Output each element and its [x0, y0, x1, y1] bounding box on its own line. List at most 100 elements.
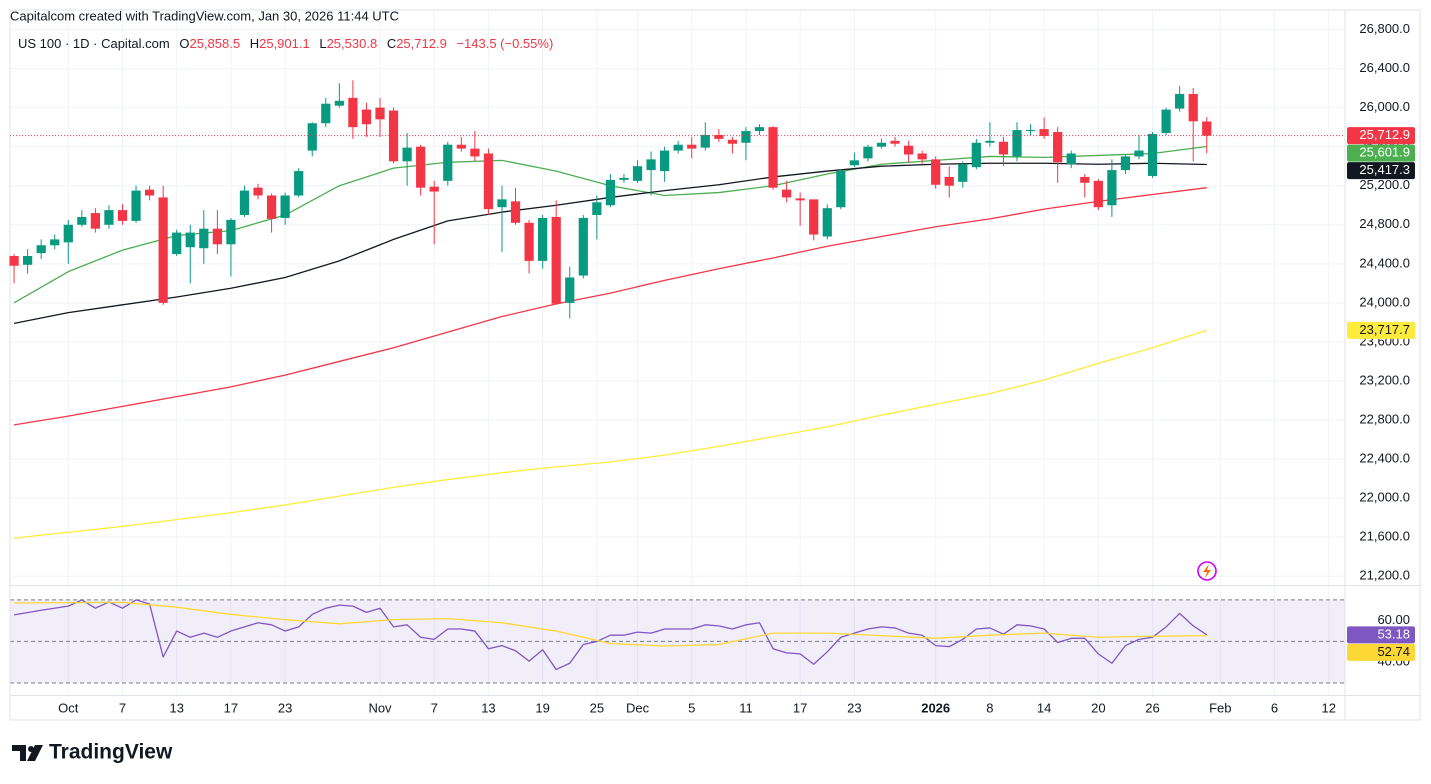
candle-body [551, 216, 561, 304]
plot-layer [9, 80, 1345, 671]
candle-body [700, 134, 710, 148]
price-tag [1347, 643, 1415, 661]
candle-body [673, 144, 683, 151]
x-tick-label: 26 [1145, 700, 1159, 715]
change: −143.5 (−0.55%) [456, 36, 553, 51]
candle-body [1107, 170, 1117, 206]
x-tick-label: 12 [1322, 700, 1336, 715]
candle-body [822, 208, 832, 237]
candle-body [158, 197, 168, 303]
price-tag-label: 52.74 [1377, 644, 1410, 659]
ohlc-key: O [179, 36, 189, 51]
candle-body [226, 219, 236, 245]
y-tick-label: 22,800.0 [1359, 411, 1410, 426]
label-layer: Oct 7 13 17 23 Nov 7 13 19 25 Dec 5 11 17 23 2026 8 14 20 2… [58, 21, 1415, 715]
candle-body [199, 228, 209, 249]
ohlc-value: 25,901.1 [259, 36, 310, 51]
icon-bolt [1203, 564, 1211, 578]
candle-body [836, 171, 846, 208]
y-tick-label: 24,400.0 [1359, 255, 1410, 270]
y-tick-label: 22,400.0 [1359, 451, 1410, 466]
candle-body [375, 107, 385, 120]
candle-body [77, 216, 87, 225]
y-tick-label: 21,200.0 [1359, 568, 1410, 583]
price-tag [1347, 144, 1415, 162]
candle-body [944, 176, 954, 186]
x-tick-label: 25 [590, 700, 604, 715]
x-tick-label: 14 [1037, 700, 1051, 715]
candle-body [212, 228, 222, 245]
candle-body [917, 153, 927, 160]
candle-body [483, 153, 494, 210]
x-tick-label: Dec [626, 700, 650, 715]
chart-frame [9, 9, 1421, 721]
ohlc-key: H [250, 36, 259, 51]
candle-body [768, 127, 778, 188]
ohlc-value: 25,858.5 [189, 36, 240, 51]
candle-body [1039, 129, 1049, 136]
y-tick-label: 23,200.0 [1359, 372, 1410, 387]
x-tick-label: 7 [119, 700, 126, 715]
candle-body [1147, 133, 1158, 176]
y-tick-label: 26,400.0 [1359, 60, 1410, 75]
y-tick-label: 22,000.0 [1359, 490, 1410, 505]
candle-body [781, 189, 792, 198]
x-tick-label: 5 [688, 700, 695, 715]
candle-body [985, 140, 995, 143]
candle-body [23, 256, 33, 265]
candle-body [890, 140, 900, 144]
logo[interactable]: TradingView [12, 741, 173, 764]
candle-body [388, 110, 399, 162]
candle-body [104, 210, 114, 225]
candle-body [538, 217, 548, 261]
candle-body [727, 139, 737, 144]
candle-body [809, 199, 819, 235]
candle-body [1120, 156, 1131, 171]
candle-body [402, 147, 412, 162]
candle-body [429, 186, 439, 192]
candle-body [1134, 150, 1144, 157]
price-tag-label: 25,601.9 [1359, 145, 1410, 160]
candle-body [90, 213, 100, 229]
candle-body [592, 202, 602, 216]
candle-body [1066, 153, 1076, 165]
logo-text: TradingView [49, 741, 173, 764]
x-tick-label: Feb [1209, 700, 1231, 715]
price-tag [1347, 321, 1415, 339]
candle-body [50, 239, 60, 246]
candle-body [117, 210, 128, 221]
candle-body [632, 166, 643, 181]
candle-body [903, 145, 914, 155]
candle-body [1175, 93, 1185, 109]
price-tag-label: 25,712.9 [1359, 127, 1410, 142]
replay-icon[interactable] [1197, 561, 1217, 581]
candle-body [1202, 121, 1212, 136]
x-tick-label: 2026 [921, 700, 950, 715]
candle-body [36, 245, 46, 254]
candle-body [280, 195, 290, 218]
candle-body [510, 201, 521, 223]
candle-body [931, 159, 941, 185]
line-series [14, 329, 1207, 539]
x-tick-label: 13 [169, 700, 183, 715]
candle-body [9, 256, 19, 266]
line-series [13, 187, 1207, 426]
candle-body [687, 144, 697, 149]
x-tick-label: Nov [368, 700, 392, 715]
logo-mark [27, 745, 43, 761]
candle-body [334, 100, 344, 106]
candle-body [714, 134, 724, 139]
candle-body [470, 148, 480, 157]
x-tick-label: 13 [481, 700, 495, 715]
price-tag [1347, 162, 1415, 180]
y-tick-label: 24,800.0 [1359, 216, 1410, 231]
candle-body [741, 131, 751, 143]
frame-layer [9, 9, 1421, 721]
candle-body [646, 159, 656, 171]
candle-body [578, 217, 588, 276]
candle-body [239, 190, 250, 216]
candle-body [456, 144, 466, 149]
y-tick-label: 26,800.0 [1359, 21, 1410, 36]
y-tick-label: 26,000.0 [1359, 99, 1410, 114]
